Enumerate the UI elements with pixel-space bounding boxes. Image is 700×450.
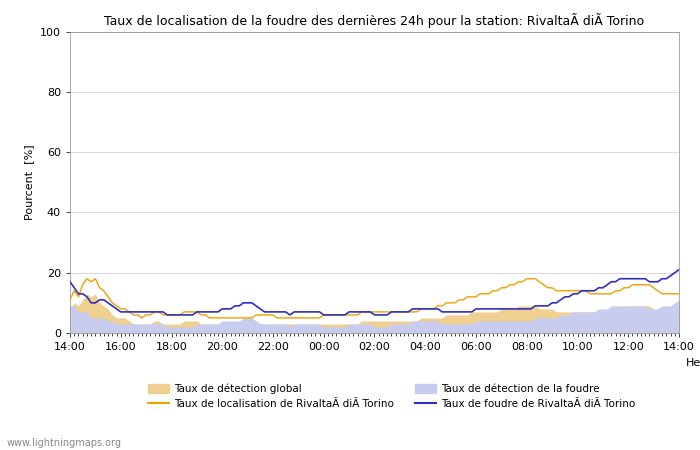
Y-axis label: Pourcent  [%]: Pourcent [%] — [25, 144, 34, 220]
Text: Heure: Heure — [686, 358, 700, 368]
Text: www.lightningmaps.org: www.lightningmaps.org — [7, 438, 122, 448]
Legend: Taux de détection global, Taux de localisation de RivaltaÃ diÃ Torino, Taux de d: Taux de détection global, Taux de locali… — [148, 383, 636, 410]
Title: Taux de localisation de la foudre des dernières 24h pour la station: RivaltaÃ di: Taux de localisation de la foudre des de… — [104, 13, 645, 27]
